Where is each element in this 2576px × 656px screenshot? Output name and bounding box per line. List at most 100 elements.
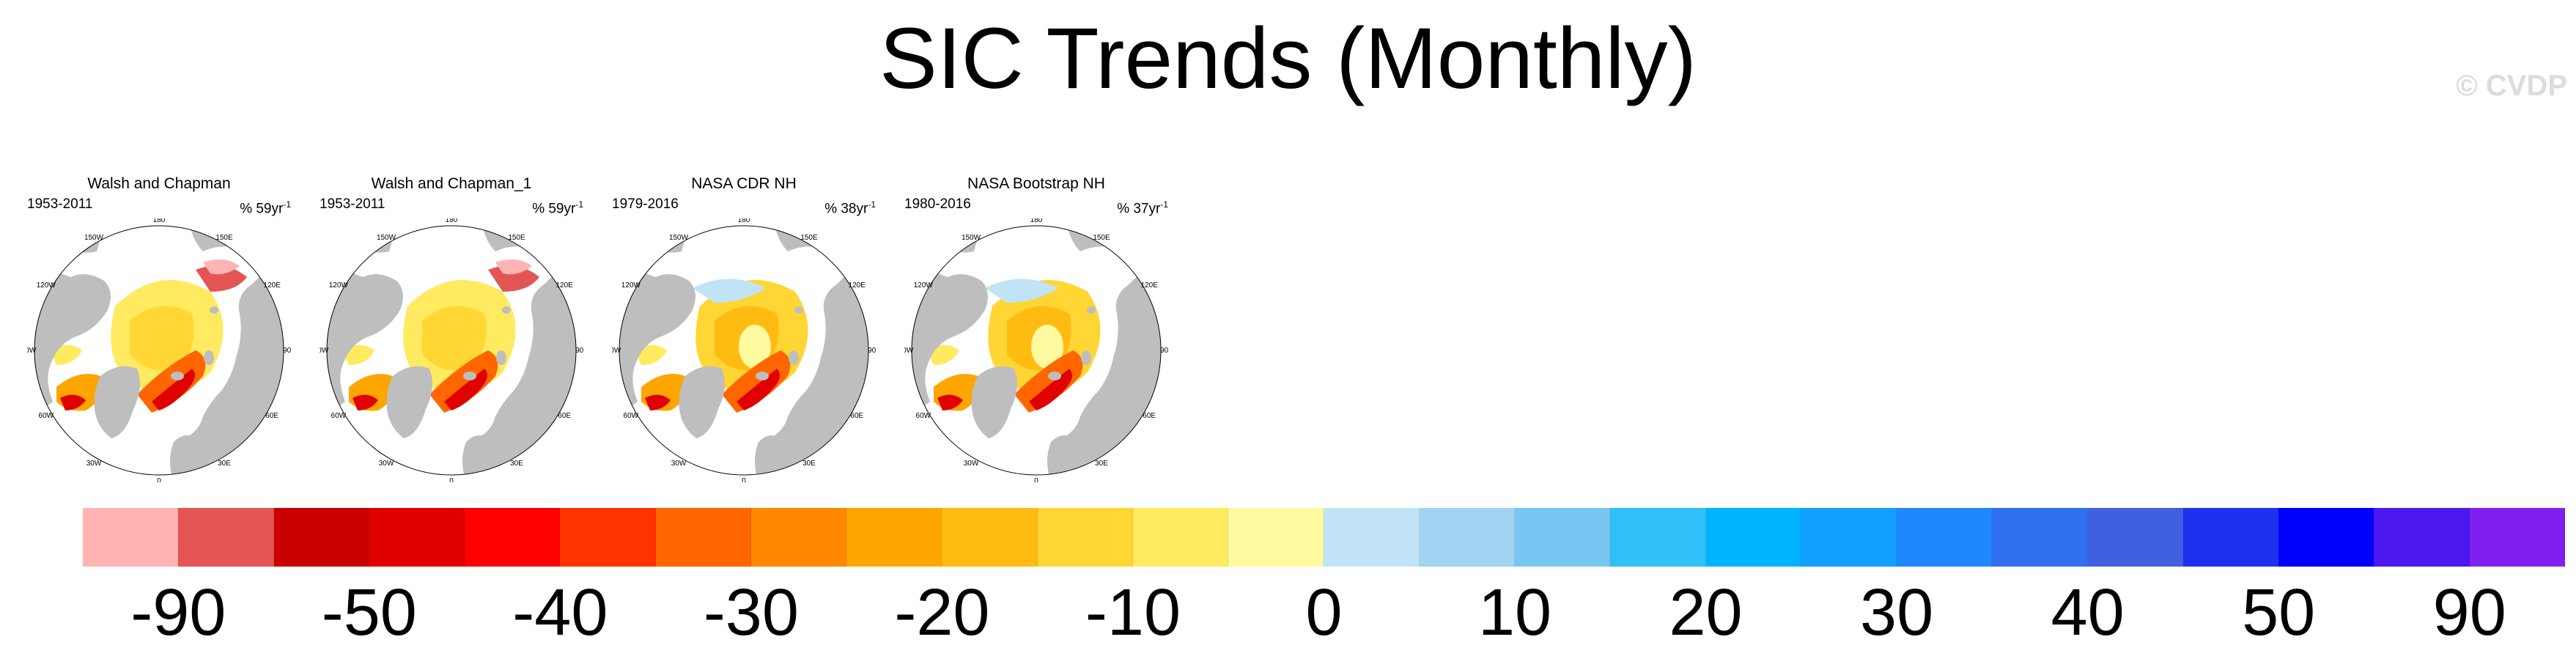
longitude-label: 120E [556,281,574,290]
colorbar-swatch [465,508,561,567]
longitude-label: 120W [37,281,56,290]
colorbar-swatch [1514,508,1611,567]
longitude-label: 90E [868,347,876,355]
colorbar-tick-label: 40 [2051,576,2125,649]
landmass [1066,226,1161,251]
landmass [463,372,476,380]
landmass [170,435,197,475]
longitude-label: 30W [86,460,102,468]
landmass [773,226,868,251]
landmass [679,366,725,438]
colorbar-swatch [2278,508,2374,567]
landmass [188,226,284,251]
trend-field [985,279,1058,303]
colorbar-tick-label: 10 [1477,576,1552,649]
map-panel: Walsh and Chapman_1 1953-2011% 59yr-1 180 1… [320,174,583,482]
watermark: © CVDP [2456,70,2567,102]
longitude-label: 180 [738,218,750,224]
trend-field [722,350,791,413]
landmass [789,350,799,365]
colorbar-tick-label: 50 [2242,576,2316,649]
trend-field [495,259,532,275]
landmass [496,350,506,365]
longitude-label: 30E [802,460,816,468]
colorbar-swatch [178,508,274,567]
longitude-label: 150W [669,234,689,242]
longitude-label: 60E [850,412,863,420]
panel-stat-value: % 59yr [532,201,576,217]
longitude-label: 0 [449,477,454,482]
colorbar-swatch [1419,508,1515,567]
longitude-label: 180 [153,218,166,224]
colorbar-swatch [2087,508,2183,567]
landmass [971,366,1017,438]
longitude-label: 150W [377,234,396,242]
colorbar-swatch [369,508,465,567]
landmass [755,435,782,475]
colorbar-tick-label: -40 [512,576,608,649]
longitude-label: 0 [157,477,161,482]
longitude-label: 60E [558,412,571,420]
longitude-label: 30W [964,460,979,468]
colorbar-swatch [2182,508,2279,567]
trend-field [1014,350,1083,413]
panel-stat: % 59yr-1 [240,196,291,217]
longitude-label: 90E [283,347,291,355]
landmass [171,372,184,380]
trend-field [203,259,240,275]
trend-field [353,394,378,410]
longitude-label: 30W [671,460,687,468]
panel-title: NASA Bootstrap NH [967,175,1105,192]
longitude-label: 120E [264,281,281,290]
longitude-label: 90E [1160,347,1168,355]
trend-field [645,394,671,410]
landmass [481,226,576,251]
colorbar-tick-label: 30 [1860,576,1934,649]
longitude-label: 60E [265,412,278,420]
colorbar-swatch [1324,508,1420,567]
map-boundary [34,225,284,476]
panel-stat: % 59yr-1 [532,196,583,217]
polar-map: 180 150W 150E 120W 120E 90W 90E 60W 60E 30W 30E 0 [27,218,291,482]
colorbar-swatch [1801,508,1897,567]
trend-field [1031,325,1063,369]
panel-stat-exponent: -1 [1160,199,1168,210]
longitude-label: 30E [510,460,523,468]
trend-field [196,265,247,292]
longitude-label: 60W [331,412,347,420]
longitude-label: 30E [1095,460,1108,468]
colorbar-swatch [1992,508,2088,567]
landmass [210,306,218,314]
longitude-label: 60W [39,412,54,420]
polar-map: 180 150W 150E 120W 120E 90W 90E 60W 60E 30W 30E 0 [904,218,1168,482]
longitude-label: 120E [849,281,866,290]
longitude-label: 90W [904,347,914,355]
longitude-label: 0 [742,477,746,482]
landmass [756,372,769,380]
longitude-label: 120W [621,281,641,290]
colorbar-swatch [942,508,1038,567]
colorbar-swatch [1037,508,1133,567]
colorbar-swatch [1610,508,1706,567]
trend-field [422,306,487,371]
colorbar-swatch [83,508,179,567]
colorbar-swatch [750,508,847,567]
longitude-label: 150W [84,234,104,242]
landmass [794,306,803,314]
longitude-label: 30E [218,460,231,468]
trend-field [152,369,195,410]
trend-field [1029,369,1072,410]
colorbar-swatch [2469,508,2565,567]
longitude-label: 150E [215,234,233,242]
longitude-label: 150E [800,234,818,242]
panel-years: 1979-2016 [612,196,679,212]
colorbar-tick-label: 20 [1669,576,1743,649]
colorbar-swatch [2374,508,2470,567]
longitude-label: 180 [1030,218,1043,224]
trend-field [937,394,963,410]
colorbar-tick-label: -10 [1085,576,1181,649]
colorbar-tick-label: -90 [130,576,226,649]
map-panel: NASA Bootstrap NH 1980-2016 % 37yr-1 180 150… [904,174,1168,482]
colorbar-swatch [1897,508,1993,567]
panel-stat-exponent: -1 [868,199,876,210]
